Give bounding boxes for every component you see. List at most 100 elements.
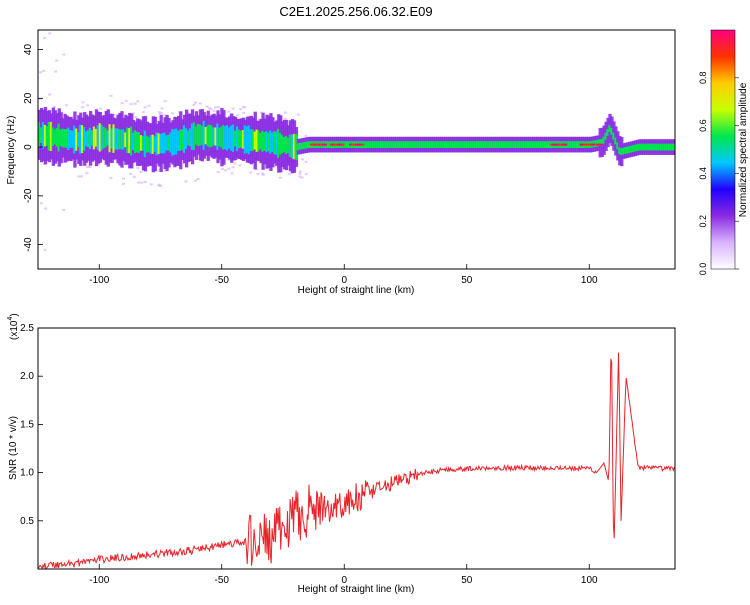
- snr-y-tick-label: 2.5: [20, 323, 34, 334]
- heatmap-core-cell: [447, 141, 451, 149]
- heatmap-core-cell: [490, 141, 495, 149]
- heatmap-core-cell: [88, 127, 93, 149]
- heatmap-peak-cell: [581, 143, 585, 146]
- heatmap-x-tick-label: 0: [341, 275, 347, 286]
- heatmap-cell: [85, 172, 89, 175]
- heatmap-cell: [249, 171, 253, 174]
- colorbar: 0.0 0.2 0.4 0.6 0.8 Normalized spectral ampl…: [698, 29, 749, 275]
- heatmap-peak-cell: [591, 143, 595, 146]
- heatmap-cell: [283, 117, 287, 120]
- heatmap-cell: [288, 172, 292, 175]
- heatmap-core-cell: [400, 141, 404, 149]
- heatmap-core-cell: [643, 143, 647, 151]
- heatmap-core-cell: [459, 141, 463, 149]
- heatmap-core-cell: [669, 143, 673, 151]
- heatmap-cell: [129, 103, 133, 106]
- heatmap-core-cell: [226, 125, 230, 151]
- heatmap-core-cell: [545, 141, 549, 149]
- heatmap-core-cell: [398, 141, 402, 149]
- heatmap-y-tick-label: -20: [23, 188, 34, 203]
- snr-x-tick-label: -100: [89, 575, 109, 586]
- heatmap-cell: [43, 37, 47, 40]
- heatmap-y-tick-label: -40: [23, 237, 34, 252]
- heatmap-peak-cell: [329, 143, 333, 146]
- heatmap-core-cell: [196, 123, 201, 147]
- snr-y-axis-label: SNR (10 * v/v): [8, 416, 19, 480]
- heatmap-core-cell: [624, 147, 628, 155]
- heatmap-peak-cell: [550, 143, 554, 146]
- heatmap-core-cell: [594, 140, 598, 147]
- heatmap-cell: [296, 113, 300, 116]
- heatmap-core-cell: [259, 132, 263, 150]
- heatmap-core-cell: [143, 130, 148, 158]
- heatmap-cell: [53, 105, 57, 108]
- heatmap-peak-cell: [589, 143, 593, 146]
- heatmap-core-cell: [155, 132, 159, 156]
- heatmap-cell: [259, 111, 263, 114]
- heatmap-core-cell: [132, 132, 136, 151]
- heatmap-core-cell: [514, 141, 518, 149]
- heatmap-cell: [160, 107, 164, 110]
- heatmap-peak-cell: [557, 143, 562, 146]
- heatmap-peak-cell: [555, 143, 560, 146]
- heatmap-core-cell: [100, 124, 105, 151]
- heatmap-cell: [149, 183, 153, 186]
- heatmap-core-cell: [647, 143, 651, 151]
- heatmap-x-tick-label: 100: [581, 275, 598, 286]
- heatmap-cell: [196, 178, 200, 181]
- heatmap-peak-cell: [309, 143, 314, 146]
- heatmap-core-cell: [265, 131, 269, 153]
- heatmap-core-cell: [486, 141, 491, 149]
- heatmap-core-cell: [547, 141, 551, 149]
- heatmap-peak-cell: [356, 143, 361, 146]
- heatmap-cell: [230, 172, 234, 175]
- heatmap-core-cell: [510, 141, 514, 149]
- heatmap-cell: [256, 172, 260, 175]
- heatmap-peak-cell: [587, 143, 591, 146]
- heatmap-peak-cell: [355, 143, 359, 146]
- heatmap-core-cell: [631, 145, 636, 153]
- heatmap-cell: [143, 180, 147, 183]
- heatmap-cell: [301, 158, 305, 161]
- heatmap-core-cell: [667, 143, 671, 151]
- heatmap-y-tick-label: 40: [23, 44, 34, 56]
- heatmap-core-cell: [618, 147, 622, 155]
- heatmap-cell: [220, 167, 224, 170]
- heatmap-core-cell: [188, 128, 193, 147]
- snr-y-tick-label: 1.0: [20, 468, 34, 479]
- snr-y-tick-label: 0.5: [20, 516, 34, 527]
- heatmap-cell: [298, 170, 302, 173]
- heatmap-core-cell: [473, 141, 477, 149]
- heatmap-x-axis-label: Height of straight line (km): [298, 285, 415, 296]
- heatmap-core-cell: [408, 141, 412, 149]
- heatmap-core-cell: [598, 139, 602, 147]
- heatmap-core-cell: [290, 134, 295, 159]
- heatmap-core-cell: [185, 128, 189, 149]
- heatmap-core-cell: [610, 127, 614, 135]
- heatmap-core-cell: [192, 122, 197, 150]
- heatmap-core-cell: [159, 133, 163, 154]
- heatmap-cell: [227, 110, 231, 113]
- heatmap-peak-cell: [315, 143, 320, 146]
- heatmap-core-cell: [281, 135, 285, 154]
- heatmap-core-cell: [604, 132, 608, 140]
- heatmap-cell: [86, 104, 90, 107]
- heatmap-cell: [38, 97, 42, 100]
- heatmap-core-cell: [622, 147, 626, 155]
- heatmap-cell: [131, 112, 135, 115]
- heatmap-core-cell: [179, 129, 183, 151]
- heatmap-cell: [62, 208, 66, 211]
- heatmap-core-cell: [304, 141, 308, 149]
- heatmap-core-cell: [38, 121, 42, 148]
- heatmap-core-cell: [475, 141, 479, 149]
- heatmap-cell: [157, 111, 161, 114]
- heatmap-core-cell: [465, 141, 469, 149]
- heatmap-core-cell: [190, 123, 195, 150]
- heatmap-cell: [298, 175, 302, 178]
- heatmap-cell: [216, 170, 220, 173]
- heatmap-core-cell: [492, 141, 497, 149]
- heatmap-cell: [159, 112, 163, 115]
- heatmap-core-cell: [247, 125, 252, 155]
- heatmap-core-cell: [343, 141, 348, 149]
